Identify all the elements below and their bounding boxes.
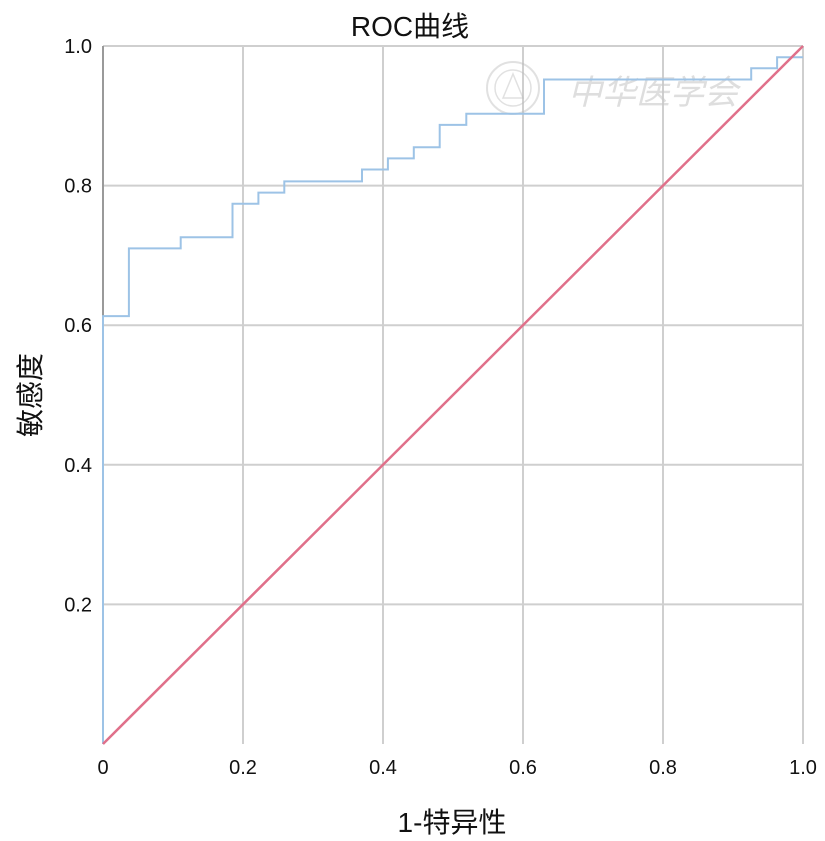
y-axis-label: 敏感度 [15, 353, 46, 437]
ticks: 0 0.2 0.4 0.6 0.8 1.0 0.2 0.4 0.6 0.8 1.0 [64, 36, 817, 779]
x-tick-label-5: 1.0 [789, 757, 817, 779]
watermark-seal-icon [486, 61, 540, 115]
x-axis-label: 1-特异性 [398, 807, 507, 838]
x-tick-label-2: 0.4 [369, 757, 397, 779]
roc-curve-line [102, 56, 803, 744]
chart-title: ROC曲线 [351, 11, 469, 42]
y-tick-label-3: 0.8 [64, 176, 92, 198]
watermark: 中华医学会 [486, 61, 742, 115]
grid [102, 45, 804, 744]
y-tick-label-4: 1.0 [64, 36, 92, 58]
series [102, 45, 804, 745]
x-tick-label-3: 0.6 [509, 757, 537, 779]
x-tick-label-0: 0 [97, 757, 108, 779]
reference-line [102, 45, 804, 745]
y-tick-label-1: 0.4 [64, 455, 92, 477]
x-tick-label-4: 0.8 [649, 757, 677, 779]
y-tick-label-2: 0.6 [64, 315, 92, 337]
x-tick-label-1: 0.2 [229, 757, 257, 779]
y-tick-label-0: 0.2 [64, 594, 92, 616]
